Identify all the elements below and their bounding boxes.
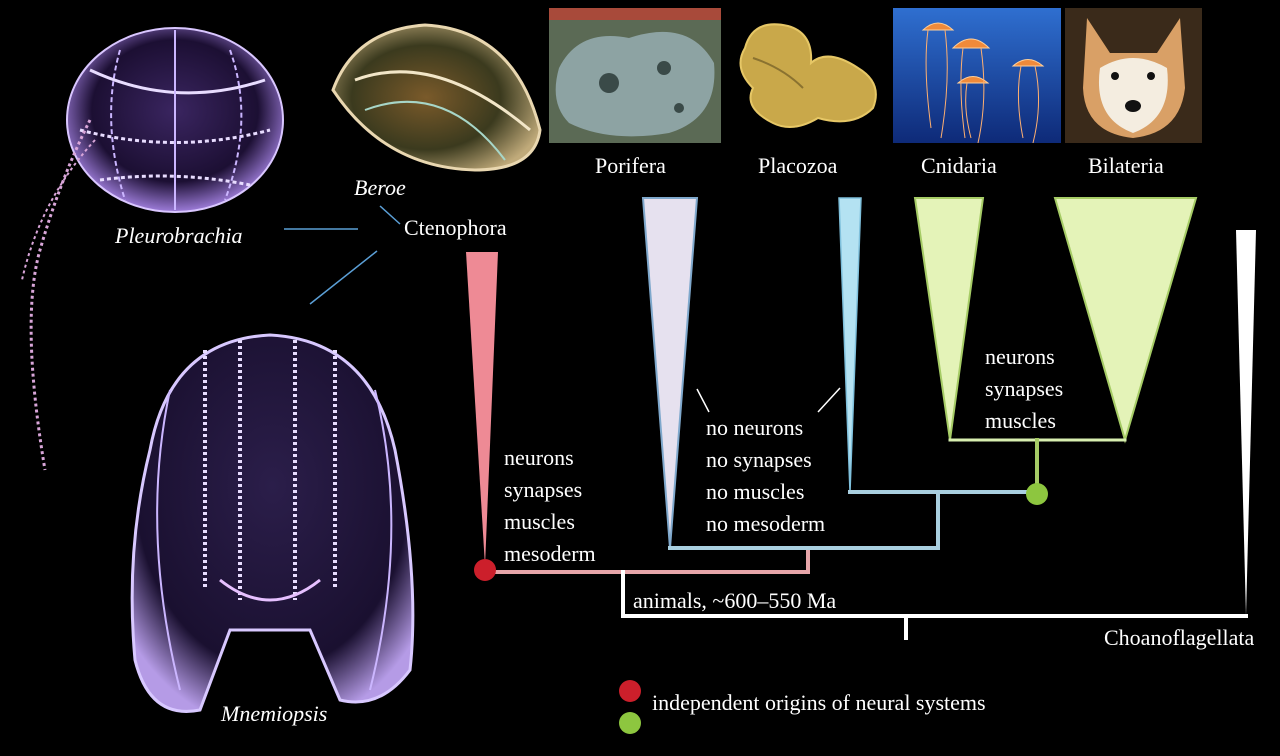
mnemiopsis-connector xyxy=(309,250,378,305)
trait-item: neurons xyxy=(504,445,574,470)
ctenophora-wedge xyxy=(466,252,498,566)
bilateria-photo xyxy=(1065,8,1202,143)
beroe-photo xyxy=(325,10,545,180)
sponge-placozoa-traits: no neurons no synapses no muscles no mes… xyxy=(706,412,825,540)
cnidaria-bilateria-traits: neurons synapses muscles xyxy=(985,341,1063,437)
legend-text: independent origins of neural systems xyxy=(652,690,986,715)
choanoflagellata-wedge xyxy=(1236,230,1256,616)
choanoflagellata-label: Choanoflagellata xyxy=(1104,625,1255,650)
mnemiopsis-label: Mnemiopsis xyxy=(221,701,328,726)
trait-item: no synapses xyxy=(706,447,812,472)
placozoa-photo xyxy=(733,8,885,143)
trait-item: synapses xyxy=(504,477,583,502)
beroe-connector xyxy=(379,205,401,225)
pleurobrachia-label: Pleurobrachia xyxy=(115,223,243,248)
porifera-pointer xyxy=(696,388,710,413)
pleurobrachia-photo xyxy=(0,20,300,480)
trait-item: muscles xyxy=(504,509,575,534)
porifera-photo xyxy=(549,8,721,143)
trait-item: synapses xyxy=(985,376,1064,401)
legend-green-dot xyxy=(619,712,641,734)
trait-item: mesoderm xyxy=(504,541,596,566)
trait-item: no neurons xyxy=(706,415,804,440)
cnid-bilat-neural-origin-dot xyxy=(1026,483,1048,505)
placozoa-wedge xyxy=(838,197,862,493)
beroe-label: Beroe xyxy=(354,175,406,200)
cnidaria-wedge xyxy=(913,197,985,441)
mnemiopsis-photo xyxy=(110,330,430,720)
cnidaria-label: Cnidaria xyxy=(921,153,997,178)
branch-lines xyxy=(483,438,1248,640)
root-label: animals, ~600–550 Ma xyxy=(633,588,837,613)
porifera-wedge xyxy=(641,197,699,549)
porifera-label: Porifera xyxy=(595,153,666,178)
placozoa-pointer xyxy=(817,387,841,413)
ctenophora-label: Ctenophora xyxy=(404,215,507,240)
trait-item: neurons xyxy=(985,344,1055,369)
ctenophora-neural-origin-dot xyxy=(474,559,496,581)
cnidaria-photo xyxy=(893,8,1061,143)
bilateria-label: Bilateria xyxy=(1088,153,1164,178)
trait-item: muscles xyxy=(985,408,1056,433)
trait-item: no mesoderm xyxy=(706,511,826,536)
ctenophora-traits: neurons synapses muscles mesoderm xyxy=(504,442,596,570)
legend-red-dot xyxy=(619,680,641,702)
trait-item: no muscles xyxy=(706,479,805,504)
bilateria-wedge xyxy=(1053,197,1198,444)
placozoa-label: Placozoa xyxy=(758,153,838,178)
